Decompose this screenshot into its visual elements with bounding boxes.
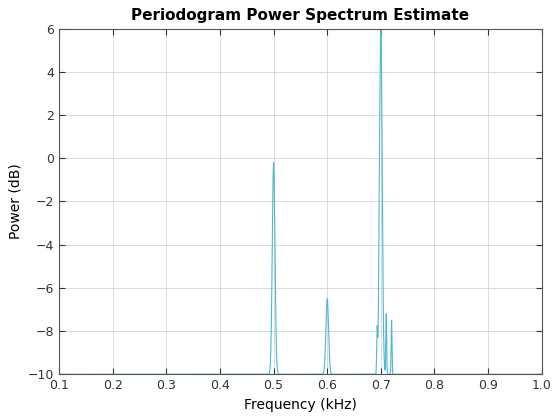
Y-axis label: Power (dB): Power (dB) (8, 163, 22, 239)
X-axis label: Frequency (kHz): Frequency (kHz) (244, 398, 357, 412)
Title: Periodogram Power Spectrum Estimate: Periodogram Power Spectrum Estimate (132, 8, 469, 24)
